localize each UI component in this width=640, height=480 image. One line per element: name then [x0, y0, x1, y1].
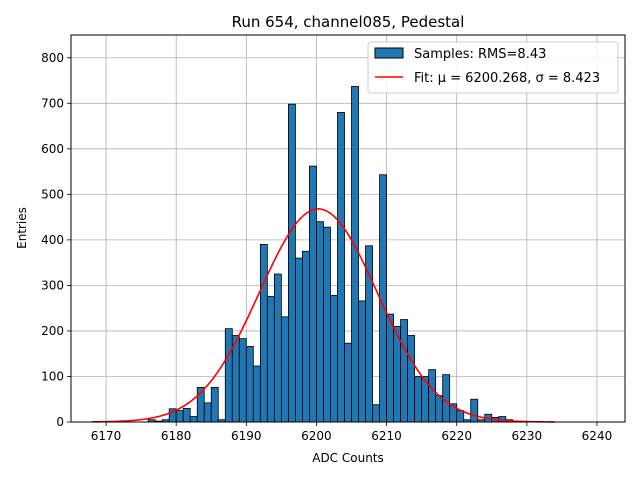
- histogram-bar: [280, 316, 289, 423]
- histogram-bar: [386, 313, 394, 423]
- histogram-bar: [407, 335, 416, 423]
- histogram-bar: [337, 112, 345, 423]
- histogram-bar: [295, 257, 303, 423]
- histogram-bar: [238, 338, 247, 423]
- fit-curve: [92, 208, 555, 423]
- x-tick-label: 6230: [512, 429, 543, 443]
- histogram-bar: [428, 369, 437, 423]
- x-tick-label: 6210: [371, 429, 402, 443]
- grid-lines: [71, 35, 625, 423]
- y-tick-label: 500: [41, 187, 64, 201]
- y-tick-label: 800: [41, 51, 64, 65]
- histogram-bar: [203, 402, 212, 423]
- y-tick-label: 600: [41, 142, 64, 156]
- x-tick-label: 6180: [161, 429, 192, 443]
- x-tick-label: 6240: [582, 429, 613, 443]
- x-tick-label: 6200: [301, 429, 332, 443]
- histogram-bar: [316, 221, 324, 423]
- histogram-bar: [245, 346, 254, 423]
- y-tick-label: 400: [41, 233, 64, 247]
- histogram-bar: [456, 410, 465, 423]
- histogram-bar: [442, 374, 451, 423]
- histogram-bar: [273, 273, 282, 423]
- histogram-bar: [259, 244, 268, 423]
- histogram-bar: [210, 386, 219, 423]
- y-axis-label: Entries: [15, 207, 29, 249]
- legend-label-samples: Samples: RMS=8.43: [414, 47, 546, 62]
- histogram-bar: [400, 319, 409, 423]
- legend-label-fit: Fit: μ = 6200.268, σ = 8.423: [414, 71, 600, 86]
- y-tick-label: 100: [41, 369, 64, 383]
- x-tick-label: 6220: [441, 429, 472, 443]
- histogram-bar: [175, 410, 184, 423]
- histogram-bar: [470, 398, 479, 423]
- x-axis-ticks: 6170 6180 6190 6200 6210 6220 6230 6240: [91, 422, 612, 443]
- histogram-bar: [435, 395, 444, 423]
- histogram-bar: [323, 226, 331, 423]
- histogram-bar: [231, 335, 240, 423]
- histogram-bar: [302, 250, 310, 423]
- histogram-bar: [252, 365, 261, 423]
- histogram-bar: [414, 376, 423, 423]
- x-tick-label: 6190: [231, 429, 262, 443]
- histogram-bar: [224, 328, 233, 423]
- histogram-bar: [351, 86, 359, 423]
- fit-curve-group: [92, 208, 555, 423]
- legend-swatch-samples: [374, 47, 404, 59]
- y-tick-label: 0: [56, 415, 64, 429]
- histogram-bar: [287, 103, 296, 423]
- x-tick-label: 6170: [91, 429, 122, 443]
- legend-box: [367, 41, 619, 94]
- y-tick-label: 700: [41, 96, 64, 110]
- histogram-bars: [147, 86, 514, 423]
- histogram-bar: [182, 407, 191, 423]
- y-tick-label: 300: [41, 278, 64, 292]
- histogram-bar: [358, 300, 366, 423]
- histogram-bar: [365, 245, 373, 423]
- legend: Samples: RMS=8.43 Fit: μ = 6200.268, σ =…: [367, 41, 619, 94]
- histogram-bar: [344, 342, 352, 423]
- histogram-bar: [266, 295, 275, 423]
- y-tick-label: 200: [41, 324, 64, 338]
- histogram-bar: [372, 404, 380, 423]
- chart-title: Run 654, channel085, Pedestal: [232, 13, 465, 31]
- histogram-bar: [309, 165, 317, 423]
- x-axis-label: ADC Counts: [312, 451, 384, 465]
- y-axis-ticks: 0 100 200 300 400 500 600 700 800: [41, 51, 71, 429]
- plot-frame: [70, 34, 626, 423]
- histogram-bar: [330, 295, 338, 423]
- histogram-bar: [189, 416, 198, 423]
